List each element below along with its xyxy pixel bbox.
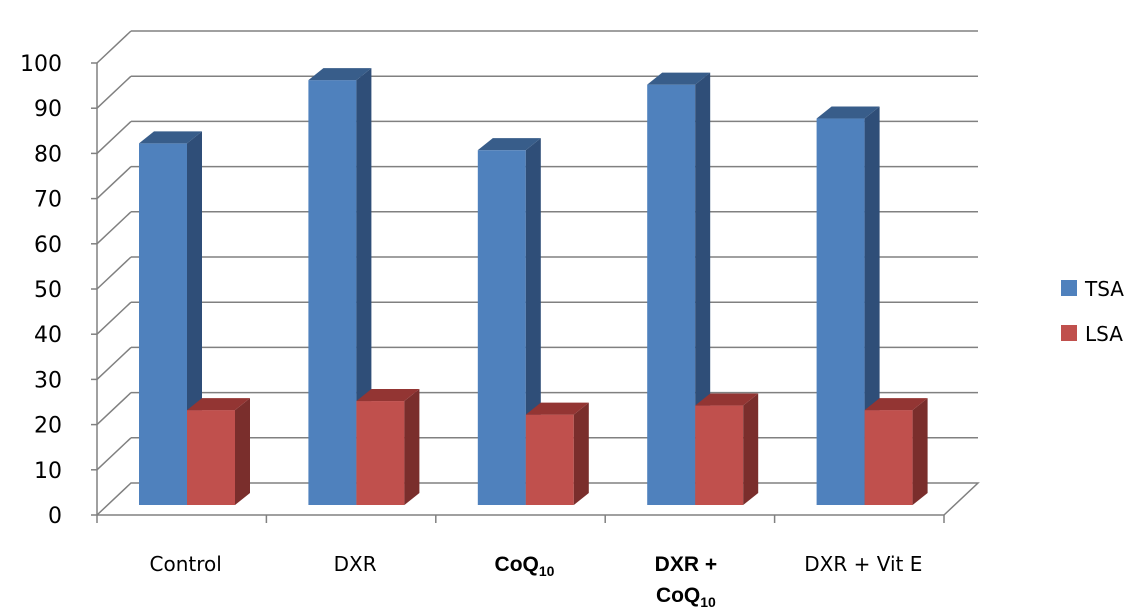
y-tick-label: 90 — [34, 97, 62, 122]
bar-tsa-top — [139, 131, 202, 144]
legend-swatch-tsa — [1061, 280, 1077, 296]
bar-lsa-top — [356, 389, 420, 402]
label-text: CoQ — [656, 584, 700, 607]
bar-lsa-side — [404, 389, 420, 505]
y-tick-label: 30 — [34, 368, 62, 393]
gridline-side — [96, 75, 132, 109]
bar-tsa-top — [647, 72, 711, 85]
subscript-text: 10 — [700, 594, 716, 608]
axes — [91, 62, 945, 523]
legend: TSA LSA — [1061, 277, 1124, 346]
bar-lsa — [525, 414, 574, 505]
bar-lsa — [187, 410, 235, 505]
bar-tsa-top — [816, 106, 880, 119]
legend-label-lsa: LSA — [1085, 322, 1123, 346]
y-tick-label: 10 — [34, 459, 62, 484]
bar-tsa — [139, 143, 187, 505]
category-label: DXR + — [655, 553, 717, 576]
bar-tsa — [308, 80, 357, 506]
gridline-side — [96, 346, 132, 380]
gridline-side — [96, 392, 132, 426]
gridline-side — [96, 256, 132, 290]
label-text: DXR — [334, 552, 377, 576]
y-tick-label: 100 — [20, 52, 62, 77]
category-label: DXR — [334, 552, 377, 576]
bar-lsa-side — [912, 398, 928, 505]
category-label: CoQ10 — [656, 584, 716, 608]
gridline-side — [96, 301, 132, 335]
bar-lsa — [695, 405, 744, 505]
legend-label-tsa: TSA — [1084, 277, 1124, 301]
bar-tsa-top — [308, 68, 372, 81]
bar-lsa-top — [864, 398, 928, 411]
gridline-side — [96, 166, 132, 200]
bar-lsa-top — [525, 402, 589, 415]
gridline-side — [96, 437, 132, 471]
label-text: Control — [150, 552, 222, 576]
bar-tsa-top — [477, 138, 541, 151]
bar-lsa-side — [235, 398, 250, 505]
bar-tsa — [647, 84, 696, 505]
bar-lsa — [864, 410, 913, 505]
y-tick-label: 80 — [34, 142, 62, 167]
gridline-side — [96, 120, 132, 154]
bar-tsa — [816, 118, 865, 505]
label-text: DXR + — [655, 553, 717, 576]
label-text: DXR + Vit E — [804, 552, 922, 576]
bar-lsa — [356, 401, 405, 505]
y-tick-label: 20 — [34, 414, 62, 439]
y-tick-label: 40 — [34, 323, 62, 348]
y-tick-label: 50 — [34, 278, 62, 303]
y-tick-label: 0 — [48, 504, 62, 529]
bar-lsa-side — [743, 393, 759, 505]
y-tick-label: 70 — [34, 188, 62, 213]
bar-tsa — [477, 150, 526, 505]
bar-lsa-top — [187, 398, 250, 411]
gridline-side — [96, 30, 132, 64]
category-label: DXR + Vit E — [804, 552, 922, 576]
category-label: CoQ10 — [495, 553, 555, 579]
legend-swatch-lsa — [1061, 325, 1077, 341]
bars — [139, 68, 928, 506]
y-tick-label: 60 — [34, 233, 62, 258]
subscript-text: 10 — [539, 563, 555, 579]
y-tick-labels: 0 10 20 30 40 50 60 70 80 90 100 — [20, 52, 62, 529]
gridline-side — [96, 211, 132, 245]
bar-lsa-side — [573, 402, 589, 505]
bar-lsa-top — [695, 393, 759, 406]
label-text: CoQ — [495, 553, 539, 576]
category-label: Control — [150, 552, 222, 576]
